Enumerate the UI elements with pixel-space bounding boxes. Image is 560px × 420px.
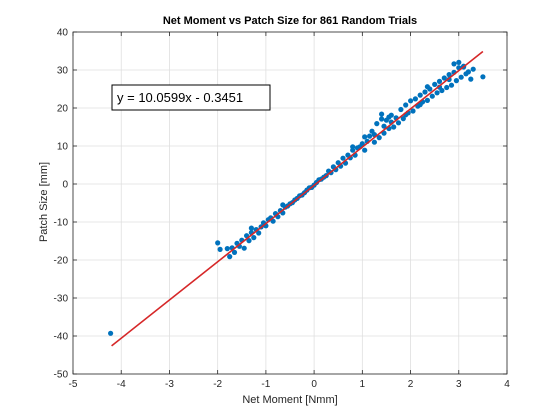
- y-tick-label: 20: [57, 104, 69, 115]
- data-point: [468, 76, 474, 82]
- x-tick-label: -5: [69, 379, 78, 390]
- data-point: [241, 245, 247, 251]
- data-point: [391, 124, 397, 130]
- data-point: [350, 144, 356, 150]
- data-point: [362, 147, 368, 153]
- data-point: [470, 66, 476, 72]
- data-point: [403, 102, 409, 108]
- data-point: [451, 61, 457, 67]
- data-point: [436, 78, 443, 84]
- data-point: [432, 81, 438, 87]
- y-axis-label: Patch Size [mm]: [38, 162, 50, 242]
- data-point: [359, 141, 365, 147]
- data-point: [465, 69, 471, 75]
- regression-line: [111, 50, 484, 347]
- data-point: [362, 134, 368, 140]
- data-point: [248, 225, 254, 231]
- data-point: [217, 246, 223, 252]
- data-point: [458, 74, 464, 80]
- data-point: [386, 114, 392, 120]
- data-point: [108, 330, 114, 336]
- fit-equation-text: y = 10.0599x - 0.3451: [117, 90, 243, 105]
- fit-equation-box: y = 10.0599x - 0.3451: [111, 84, 271, 111]
- data-point: [398, 106, 404, 113]
- x-tick-label: -3: [165, 379, 174, 390]
- x-tick-label: -2: [213, 379, 222, 390]
- data-point: [395, 120, 402, 126]
- data-point: [424, 84, 430, 90]
- data-point: [227, 254, 233, 260]
- data-point: [434, 90, 440, 96]
- y-tick-label: 30: [57, 66, 69, 77]
- data-point: [379, 111, 385, 117]
- data-point: [400, 116, 406, 122]
- data-point: [448, 82, 455, 88]
- data-point: [371, 139, 377, 145]
- y-tick-label: 40: [57, 28, 69, 39]
- fit-equation-frame: [111, 84, 271, 111]
- data-point: [374, 121, 380, 127]
- data-point: [417, 92, 423, 98]
- data-point: [417, 102, 423, 108]
- plot-area-frame: [72, 31, 508, 375]
- data-point: [340, 155, 346, 161]
- y-tick-label: -30: [54, 294, 69, 305]
- data-point: [381, 123, 387, 129]
- data-point: [410, 108, 416, 114]
- data-point: [367, 133, 373, 139]
- x-tick-label: 2: [408, 379, 414, 390]
- data-point: [412, 96, 418, 102]
- data-point: [224, 246, 230, 252]
- data-point: [379, 116, 385, 122]
- data-point: [280, 202, 286, 208]
- x-tick-label: 3: [456, 379, 462, 390]
- data-point: [270, 218, 276, 224]
- x-tick-label: 0: [311, 379, 317, 390]
- y-tick-label: -50: [54, 370, 69, 381]
- x-tick-label: 1: [360, 379, 366, 390]
- data-point: [215, 240, 221, 246]
- x-tick-label: -4: [117, 379, 126, 390]
- data-point: [429, 93, 435, 99]
- data-point: [444, 84, 450, 91]
- data-point: [251, 235, 257, 241]
- data-point: [441, 75, 447, 81]
- data-point: [453, 78, 459, 84]
- y-tick-label: 10: [57, 142, 69, 153]
- data-point: [246, 238, 252, 244]
- x-tick-label: -1: [261, 379, 270, 390]
- chart-title: Net Moment vs Patch Size for 861 Random …: [163, 15, 417, 27]
- data-point: [408, 98, 414, 104]
- x-tick-label: 4: [504, 379, 510, 390]
- y-tick-label: -10: [54, 218, 69, 229]
- data-point: [256, 230, 262, 236]
- y-tick-label: -20: [54, 256, 69, 267]
- data-point: [376, 135, 382, 141]
- regression-line-group: [111, 50, 484, 347]
- y-tick-label: 0: [62, 180, 68, 191]
- data-point: [446, 72, 452, 78]
- y-tick-label: -40: [54, 332, 69, 343]
- data-point: [480, 74, 486, 80]
- x-axis-label: Net Moment [Nmm]: [242, 394, 337, 406]
- data-point: [422, 89, 428, 95]
- data-point: [456, 59, 462, 65]
- data-point: [424, 97, 430, 103]
- data-point: [231, 249, 238, 255]
